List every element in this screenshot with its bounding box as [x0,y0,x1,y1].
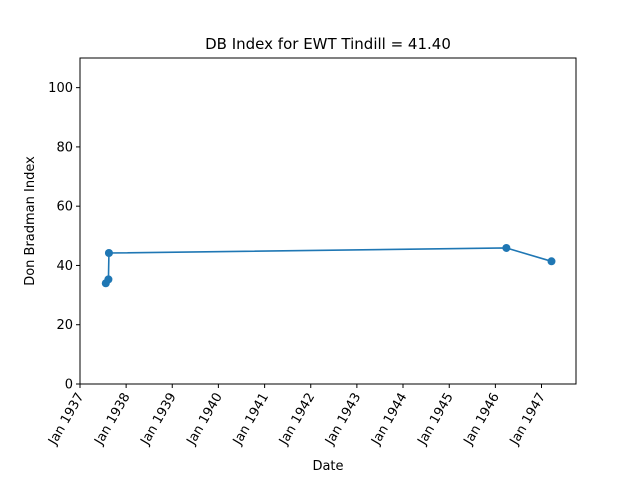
data-point [547,257,556,266]
x-axis: Jan 1937 Jan 1938 Jan 1939 Jan 1940 Jan 1941… [45,384,549,448]
x-tick-label: Jan 1937 [45,391,87,449]
y-tick-label: 0 [65,378,73,393]
y-tick-label: 60 [56,200,73,215]
y-axis-label: Don Bradman Index [23,156,38,286]
x-tick-label: Jan 1940 [184,391,226,449]
data-point [104,275,113,284]
x-tick-label: Jan 1947 [507,391,549,449]
x-tick-label: Jan 1939 [138,391,180,449]
x-tick-label: Jan 1938 [91,391,133,449]
x-tick-label: Jan 1942 [276,391,318,449]
x-tick-label: Jan 1946 [461,391,503,449]
x-tick-label: Jan 1945 [415,391,457,449]
plot-frame [79,57,577,385]
y-tick-label: 80 [56,140,73,155]
y-tick-label: 100 [48,81,73,96]
plot-area [80,58,576,384]
series-layer [101,243,556,288]
y-tick-label: 40 [56,259,73,274]
data-point [502,243,511,252]
x-axis-label: Date [312,459,343,474]
x-tick-label: Jan 1943 [322,391,364,449]
data-point [104,249,113,258]
chart-title: DB Index for EWT Tindill = 41.40 [205,35,451,53]
y-axis: 0 20 40 60 80 100 [48,81,80,393]
y-tick-label: 20 [56,318,73,333]
x-tick-label: Jan 1944 [368,391,410,449]
x-tick-label: Jan 1941 [230,391,272,449]
